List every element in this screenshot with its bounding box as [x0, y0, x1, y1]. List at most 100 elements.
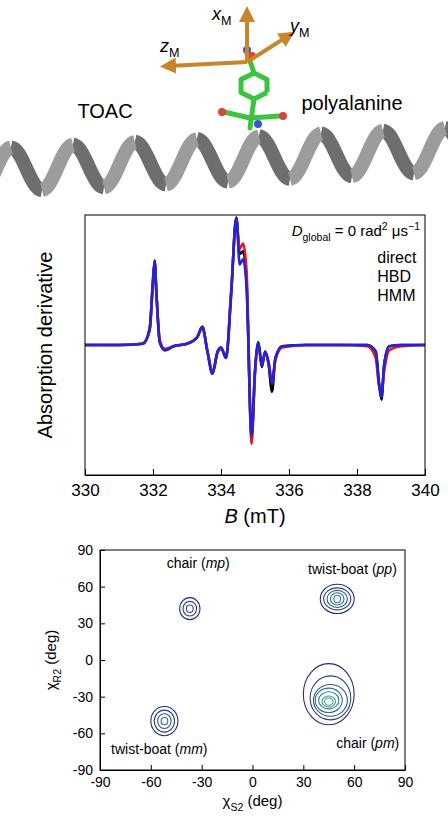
- y-tick: 0: [85, 652, 105, 668]
- frame-axis-label: zM: [159, 36, 180, 60]
- text-part: mp: [206, 555, 226, 571]
- y-tick-mark: [100, 697, 105, 698]
- helix-back: [11, 148, 42, 191]
- x-tick: 334: [207, 469, 235, 500]
- y-tick-mark: [100, 770, 105, 771]
- x-tick-mark: [405, 765, 406, 770]
- contour-ring: [303, 664, 354, 725]
- y-tick-label: 90: [77, 542, 93, 558]
- contour-ring: [186, 605, 193, 612]
- text-part: (deg): [42, 630, 59, 669]
- y-tick-label: 60: [77, 579, 93, 595]
- legend: directHBDHMM: [377, 249, 417, 304]
- x-tick-mark: [303, 765, 304, 770]
- x-axis-title: B (mT): [224, 505, 285, 527]
- x-tick: 338: [343, 469, 371, 500]
- diagram-label: TOAC: [77, 100, 132, 122]
- helix-front: [0, 148, 11, 193]
- helix-front: [104, 142, 135, 187]
- y-tick: 30: [77, 615, 105, 631]
- text-part: M: [221, 14, 232, 28]
- plot-frame: [85, 215, 425, 475]
- contour-label: twist-boat (mm): [111, 741, 207, 757]
- contour-ring: [315, 688, 342, 712]
- x-tick: -60: [141, 765, 161, 790]
- text-part: z: [159, 36, 169, 56]
- text-part: = 0 rad: [331, 222, 382, 239]
- x-axis-title: χS2 (deg): [223, 792, 283, 813]
- text-part: twist-boat (: [111, 741, 180, 757]
- contour-ring: [319, 692, 339, 709]
- frame-axis-label: xM: [211, 4, 232, 28]
- y-tick-mark: [100, 660, 105, 661]
- helix-back: [383, 131, 414, 174]
- legend-entry: HBD: [377, 268, 411, 285]
- contour-ring: [161, 717, 168, 724]
- molecule-bond: [224, 112, 250, 118]
- text-part: χ: [223, 792, 231, 809]
- x-tick-label: 340: [411, 481, 439, 500]
- text-part: χ: [42, 682, 59, 690]
- contour-ring: [158, 714, 172, 729]
- x-tick: 332: [139, 469, 167, 500]
- text-part: μs: [388, 222, 408, 239]
- y-tick-mark: [100, 623, 105, 624]
- atom: [254, 120, 262, 128]
- contour-ring: [154, 710, 174, 732]
- contours: [151, 584, 354, 736]
- contour-ring: [330, 593, 344, 605]
- spectrum-line: [85, 218, 425, 436]
- contour-ring: [324, 588, 351, 610]
- x-tick: 90: [398, 765, 414, 790]
- atom: [218, 108, 226, 116]
- x-tick-label: 334: [207, 481, 235, 500]
- contour-ring: [310, 676, 351, 720]
- x-tick-label: 332: [139, 481, 167, 500]
- text-part: ): [392, 561, 397, 577]
- x-tick-mark: [202, 765, 203, 770]
- x-tick: 0: [249, 765, 257, 790]
- x-tick-mark: [85, 469, 86, 475]
- spectrum-line: [85, 220, 425, 444]
- molecule-ring: [241, 73, 267, 99]
- y-tick-mark: [100, 733, 105, 734]
- y-axis: -90-60-300306090: [73, 542, 105, 778]
- helix-back: [259, 136, 290, 179]
- text-part: M: [169, 46, 180, 60]
- text-part: pm: [374, 735, 395, 751]
- x-tick: 336: [275, 469, 303, 500]
- x-tick-label: 60: [347, 774, 363, 790]
- x-tick-label: 336: [275, 481, 303, 500]
- x-tick: 60: [347, 765, 363, 790]
- y-tick-label: 30: [77, 615, 93, 631]
- text-part: R2: [51, 669, 63, 683]
- text-part: chair (: [336, 735, 375, 751]
- text-part: D: [292, 222, 303, 239]
- frame-axis-arrow: [247, 36, 288, 62]
- x-tick-label: 0: [249, 774, 257, 790]
- x-tick-label: 30: [296, 774, 312, 790]
- x-tick-mark: [221, 469, 222, 475]
- x-tick: 330: [71, 469, 99, 500]
- x-tick: 340: [411, 469, 439, 500]
- contour-ring: [327, 590, 347, 607]
- text-part: ): [225, 555, 230, 571]
- helix-front: [42, 145, 73, 190]
- x-tick-label: 330: [71, 481, 99, 500]
- helix-front: [414, 128, 445, 173]
- y-tick-mark: [100, 550, 105, 551]
- contour-ring: [314, 684, 348, 716]
- helix-back: [135, 142, 166, 185]
- text-part: global: [303, 231, 331, 243]
- y-tick: -90: [73, 762, 105, 778]
- frame-axis-arrow: [245, 14, 249, 62]
- helix-front: [228, 136, 259, 181]
- diagram-label: polyalanine: [301, 92, 402, 114]
- text-part: chair (: [167, 555, 206, 571]
- x-tick-mark: [354, 765, 355, 770]
- contour-ring: [334, 595, 341, 602]
- y-tick-label: 0: [85, 652, 93, 668]
- plot-frame: [100, 550, 405, 770]
- x-tick-label: -30: [192, 774, 212, 790]
- x-tick-mark: [153, 469, 154, 475]
